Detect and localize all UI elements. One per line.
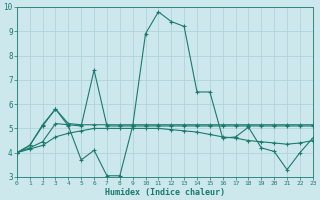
X-axis label: Humidex (Indice chaleur): Humidex (Indice chaleur)	[105, 188, 225, 197]
